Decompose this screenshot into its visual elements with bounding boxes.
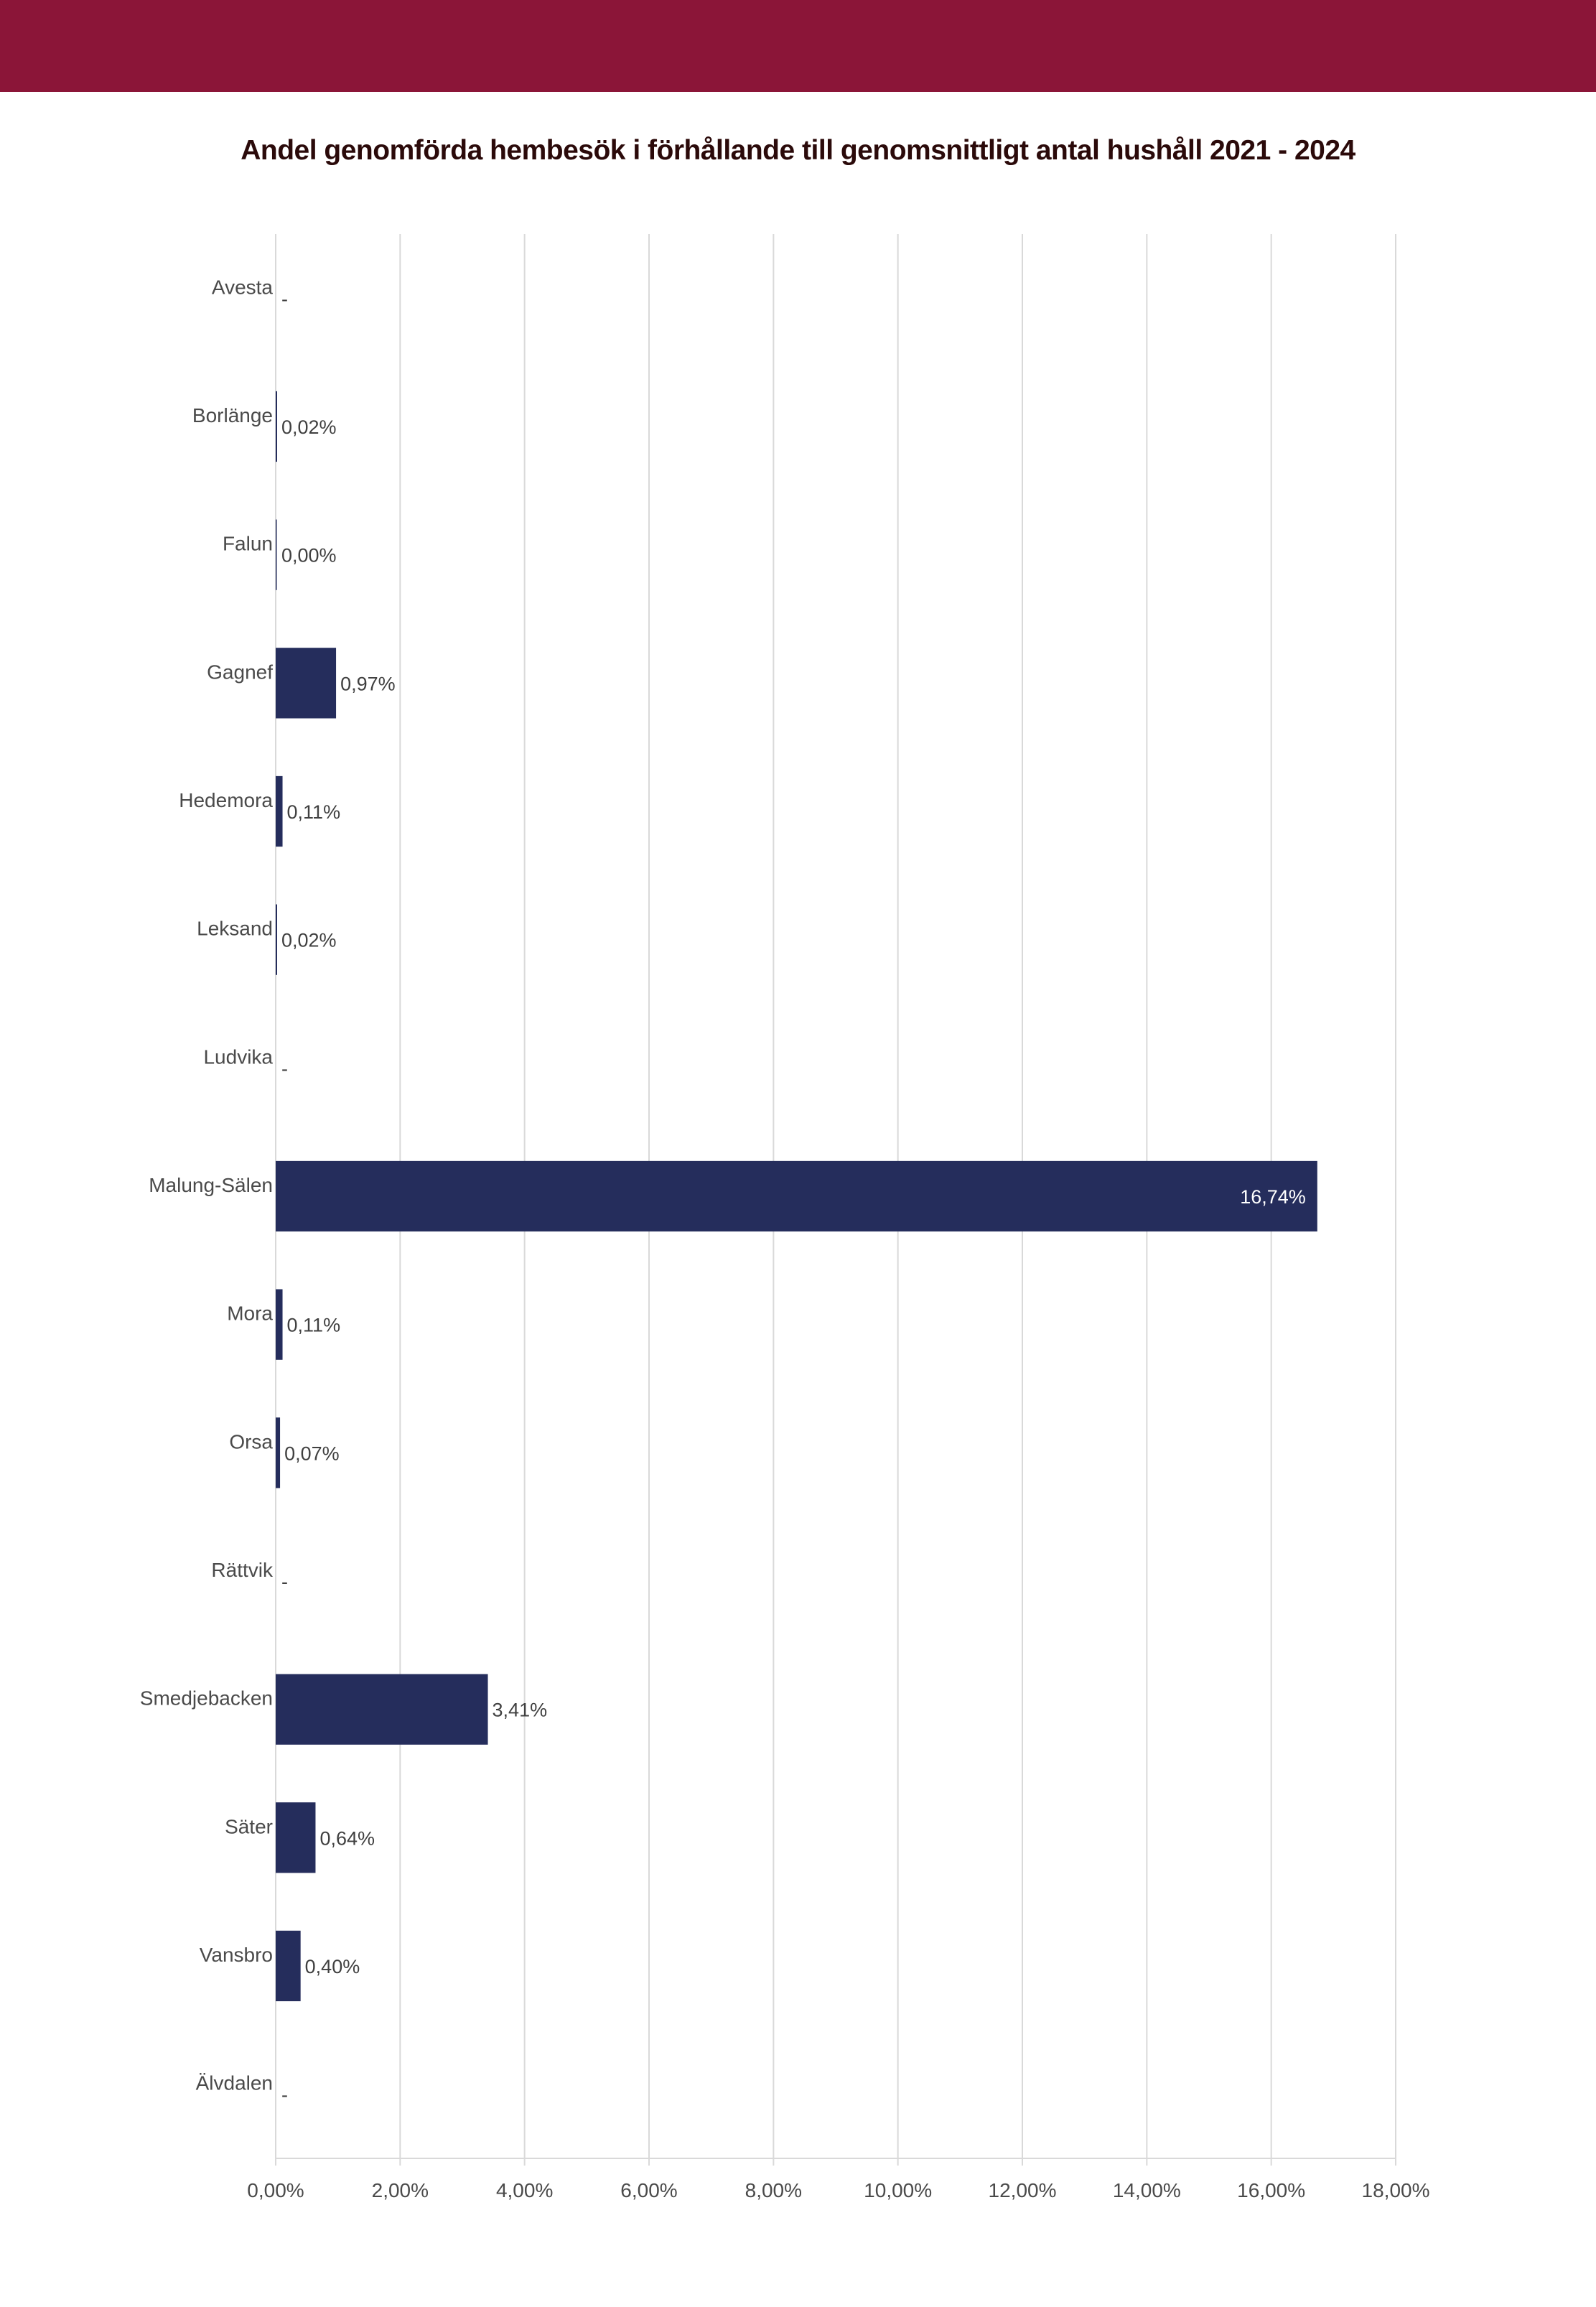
data-label: 0,02% xyxy=(281,930,337,951)
data-label: 0,11% xyxy=(287,1315,341,1336)
bar xyxy=(276,1802,316,1873)
category-label: Falun xyxy=(223,533,273,555)
category-label: Vansbro xyxy=(200,1944,273,1966)
x-tick-label: 18,00% xyxy=(1362,2179,1430,2201)
data-label: 0,64% xyxy=(319,1827,375,1849)
x-tick-label: 8,00% xyxy=(745,2179,802,2201)
data-label: 0,00% xyxy=(281,545,337,567)
chart-title: Andel genomförda hembesök i förhållande … xyxy=(241,135,1355,166)
data-label: 3,41% xyxy=(493,1700,548,1721)
category-label: Ludvika xyxy=(203,1045,273,1068)
data-label: 0,11% xyxy=(287,801,341,823)
bar xyxy=(276,904,277,975)
category-label: Malung-Sälen xyxy=(149,1174,273,1196)
bar xyxy=(276,1930,301,2002)
bar xyxy=(276,1417,281,1488)
labels: 0,00% 2,00% 4,00% 6,00% 8,00% 10,00% 12,00% 14,… xyxy=(140,276,1430,2201)
category-label: Avesta xyxy=(212,276,274,298)
x-tick-label: 4,00% xyxy=(496,2179,553,2201)
category-label: Älvdalen xyxy=(196,2072,273,2094)
bar xyxy=(276,775,283,847)
category-label: Hedemora xyxy=(179,789,273,811)
data-label: 0,02% xyxy=(281,416,337,438)
category-label: Rättvik xyxy=(211,1559,274,1581)
category-label: Säter xyxy=(225,1815,273,1837)
x-tick-label: 6,00% xyxy=(620,2179,677,2201)
category-label: Leksand xyxy=(197,918,273,940)
data-label: - xyxy=(281,1058,288,1079)
data-label: - xyxy=(281,288,288,309)
category-label: Mora xyxy=(227,1302,273,1325)
x-tick-label: 14,00% xyxy=(1113,2179,1181,2201)
data-label: 0,40% xyxy=(305,1956,360,1977)
data-label: - xyxy=(281,2084,288,2106)
bars xyxy=(276,391,1317,2002)
category-label: Orsa xyxy=(229,1430,273,1453)
data-label: 0,07% xyxy=(284,1443,340,1464)
bar xyxy=(276,1160,1317,1232)
x-tick-label: 0,00% xyxy=(247,2179,304,2201)
data-label: - xyxy=(281,1571,288,1593)
bar xyxy=(276,1289,283,1360)
category-label: Gagnef xyxy=(207,661,273,683)
x-tick-label: 12,00% xyxy=(989,2179,1057,2201)
bar xyxy=(276,391,277,462)
top-banner xyxy=(0,0,1596,92)
data-label: 0,97% xyxy=(340,673,396,694)
data-label: 16,74% xyxy=(1240,1186,1306,1208)
x-tick-label: 10,00% xyxy=(864,2179,932,2201)
category-label: Borlänge xyxy=(192,404,273,427)
bar xyxy=(276,1674,488,1745)
bar xyxy=(276,519,277,590)
x-tick-label: 16,00% xyxy=(1237,2179,1305,2201)
bar xyxy=(276,648,337,719)
x-tick-label: 2,00% xyxy=(372,2179,429,2201)
category-label: Smedjebacken xyxy=(140,1687,273,1710)
